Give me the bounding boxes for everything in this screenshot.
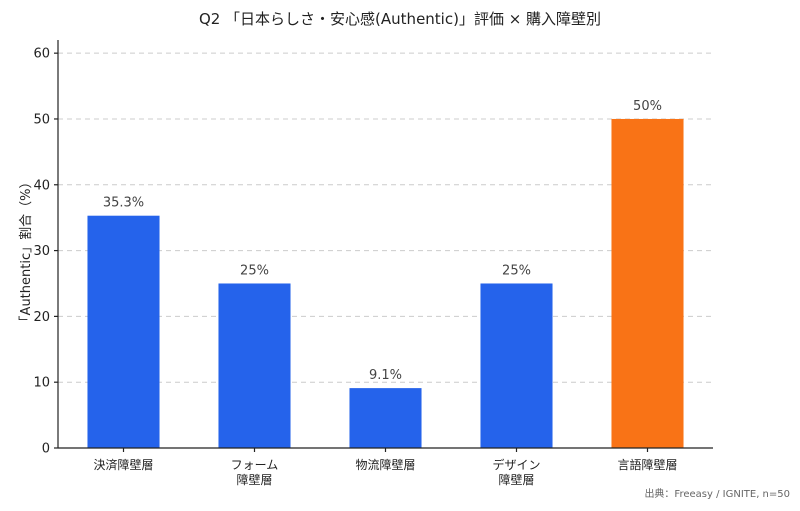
bars [87, 118, 684, 448]
y-tick-label: 40 [33, 178, 50, 193]
y-axis-ticks: 0 10 20 30 40 50 60 [33, 47, 58, 457]
category-label: フォーム障壁層 [231, 458, 279, 487]
bar [611, 118, 684, 448]
data-labels: 35.3% 25% 9.1% 25% 50% [103, 99, 662, 383]
y-tick-label: 0 [42, 442, 50, 457]
y-tick-label: 10 [33, 376, 50, 391]
source-note: 出典：Freeasy / IGNITE, n=50 [644, 487, 790, 500]
bar [87, 215, 160, 448]
data-label: 9.1% [369, 368, 402, 383]
y-tick-label: 30 [33, 244, 50, 259]
data-label: 35.3% [103, 196, 144, 211]
chart-title: Q2 「日本らしさ・安心感(Authentic)」評価 × 購入障壁別 [199, 10, 601, 28]
category-label: デザイン障壁層 [492, 457, 540, 487]
category-label: 物流障壁層 [355, 457, 415, 472]
category-label: 決済障壁層 [93, 457, 153, 472]
y-axis-label: 「Authentic」割合（%） [18, 176, 34, 329]
y-tick-label: 50 [33, 112, 50, 127]
bar [349, 388, 422, 448]
x-axis-categories: 決済障壁層 フォーム障壁層 物流障壁層 デザイン障壁層 言語障壁層 [93, 448, 678, 487]
category-label: 言語障壁層 [617, 457, 677, 472]
y-tick-label: 20 [33, 310, 50, 325]
data-label: 25% [240, 263, 269, 278]
grid-lines [58, 52, 713, 383]
bar [480, 283, 553, 448]
data-label: 25% [502, 263, 531, 278]
y-tick-label: 60 [33, 47, 50, 62]
data-label: 50% [633, 99, 662, 114]
bar [218, 283, 291, 448]
